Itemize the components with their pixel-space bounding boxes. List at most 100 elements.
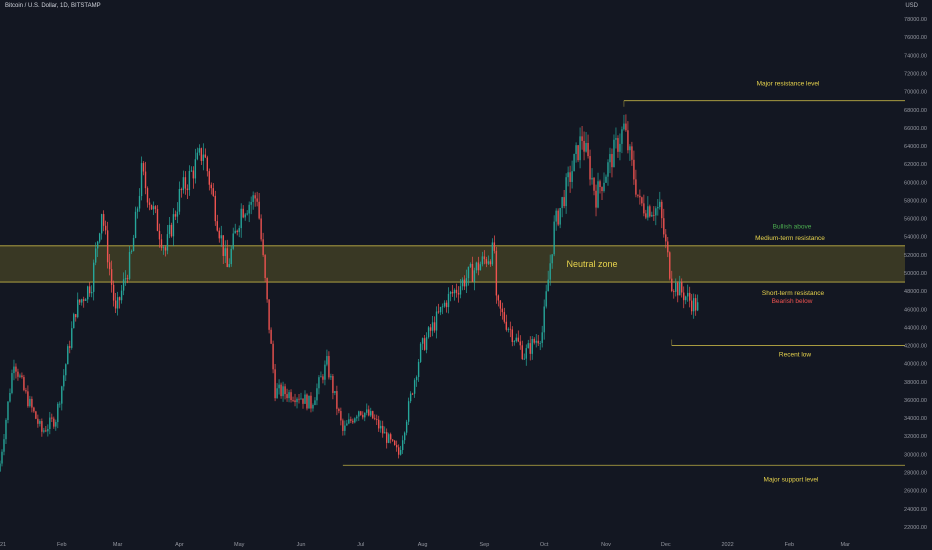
candle[interactable] xyxy=(166,224,169,255)
candle[interactable] xyxy=(232,227,234,251)
candle[interactable] xyxy=(390,432,392,444)
candle[interactable] xyxy=(17,368,19,381)
candle[interactable] xyxy=(330,373,332,381)
candle[interactable] xyxy=(130,249,133,254)
candle[interactable] xyxy=(417,358,420,382)
candle[interactable] xyxy=(136,206,139,219)
candle[interactable] xyxy=(483,250,486,265)
candle[interactable] xyxy=(388,432,390,444)
candle[interactable] xyxy=(11,369,13,395)
candle[interactable] xyxy=(356,414,358,422)
candle[interactable] xyxy=(384,426,386,434)
candle[interactable] xyxy=(59,401,61,408)
candle[interactable] xyxy=(302,398,304,409)
candle[interactable] xyxy=(433,316,436,333)
candle[interactable] xyxy=(545,284,547,309)
candle[interactable] xyxy=(156,205,159,232)
candle[interactable] xyxy=(262,232,264,257)
candle[interactable] xyxy=(479,261,482,271)
candle[interactable] xyxy=(689,286,691,308)
candle[interactable] xyxy=(206,155,209,177)
candle[interactable] xyxy=(503,307,506,324)
candle[interactable] xyxy=(61,385,63,411)
candle[interactable] xyxy=(615,127,617,149)
candle[interactable] xyxy=(631,141,633,166)
candle[interactable] xyxy=(372,410,374,420)
candle[interactable] xyxy=(35,410,37,420)
candle[interactable] xyxy=(342,418,344,436)
candle[interactable] xyxy=(310,392,312,413)
candle[interactable] xyxy=(447,287,450,314)
candle[interactable] xyxy=(601,186,603,200)
candle[interactable] xyxy=(21,372,23,379)
candle[interactable] xyxy=(352,418,354,424)
candle[interactable] xyxy=(593,176,595,196)
candle[interactable] xyxy=(667,236,669,258)
candle[interactable] xyxy=(386,428,388,449)
candle[interactable] xyxy=(190,166,193,172)
candle[interactable] xyxy=(266,277,268,303)
candle[interactable] xyxy=(517,330,519,343)
candle[interactable] xyxy=(395,440,398,452)
candle[interactable] xyxy=(445,300,448,313)
candle[interactable] xyxy=(453,288,456,301)
candle[interactable] xyxy=(320,371,322,378)
candle[interactable] xyxy=(142,161,145,176)
candle[interactable] xyxy=(126,274,129,284)
candle[interactable] xyxy=(619,133,621,161)
candle[interactable] xyxy=(326,349,328,367)
candle[interactable] xyxy=(461,277,464,291)
candle[interactable] xyxy=(176,202,179,224)
candle[interactable] xyxy=(523,353,525,360)
candle[interactable] xyxy=(69,340,71,354)
candle[interactable] xyxy=(198,144,201,156)
candle[interactable] xyxy=(178,181,181,215)
candle[interactable] xyxy=(659,191,661,210)
candle[interactable] xyxy=(376,414,378,426)
candle[interactable] xyxy=(655,206,657,226)
candle[interactable] xyxy=(397,444,400,459)
candle[interactable] xyxy=(306,393,308,411)
candle[interactable] xyxy=(242,205,244,219)
candle[interactable] xyxy=(380,420,382,433)
candle[interactable] xyxy=(463,275,466,291)
candle[interactable] xyxy=(194,148,197,184)
candle[interactable] xyxy=(328,351,330,380)
candle[interactable] xyxy=(89,282,91,297)
candle[interactable] xyxy=(71,321,73,350)
candle[interactable] xyxy=(204,148,207,159)
candle[interactable] xyxy=(669,251,671,281)
candle[interactable] xyxy=(286,388,288,402)
candle[interactable] xyxy=(25,387,27,394)
candle[interactable] xyxy=(382,420,384,438)
candle[interactable] xyxy=(457,286,460,303)
candle[interactable] xyxy=(9,388,11,403)
candle[interactable] xyxy=(246,210,248,216)
candle[interactable] xyxy=(210,182,212,195)
candle[interactable] xyxy=(633,150,635,185)
candle[interactable] xyxy=(274,364,276,402)
candle[interactable] xyxy=(553,215,555,257)
candle[interactable] xyxy=(519,335,521,350)
candle[interactable] xyxy=(493,235,496,254)
candle[interactable] xyxy=(407,397,410,426)
candle[interactable] xyxy=(348,413,350,425)
candle[interactable] xyxy=(696,294,699,312)
candle[interactable] xyxy=(318,375,320,395)
candle[interactable] xyxy=(467,266,470,286)
candle[interactable] xyxy=(449,290,452,302)
candle[interactable] xyxy=(665,229,667,249)
candle[interactable] xyxy=(212,183,214,197)
candle[interactable] xyxy=(184,171,187,195)
candle[interactable] xyxy=(336,385,338,416)
candle[interactable] xyxy=(423,334,426,351)
candle[interactable] xyxy=(278,379,280,395)
candle[interactable] xyxy=(607,159,609,186)
candle[interactable] xyxy=(459,278,462,299)
candle[interactable] xyxy=(635,169,637,198)
candle[interactable] xyxy=(138,188,141,212)
candle[interactable] xyxy=(625,114,627,132)
candle[interactable] xyxy=(106,221,109,269)
candle[interactable] xyxy=(308,395,310,409)
